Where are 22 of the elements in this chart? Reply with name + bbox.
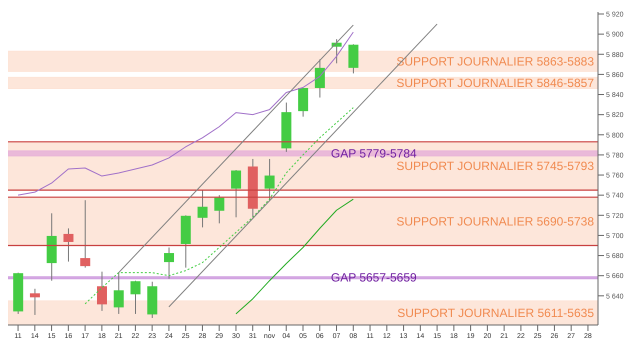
candlestick bbox=[80, 200, 90, 268]
candlestick bbox=[298, 88, 308, 118]
candlestick bbox=[231, 170, 242, 218]
candlestick bbox=[30, 288, 40, 316]
band-label: GAP 5779-5784 bbox=[330, 146, 418, 160]
candlestick bbox=[96, 271, 107, 312]
band-label: GAP 5657-5659 bbox=[330, 270, 418, 285]
band-label: SUPPORT JOURNALIER 5846-5857 bbox=[396, 76, 594, 90]
candlestick bbox=[164, 247, 174, 280]
candlestick bbox=[348, 44, 358, 74]
band-label: SUPPORT JOURNALIER 5690-5738 bbox=[396, 214, 594, 228]
band-label: SUPPORT JOURNALIER 5745-5793 bbox=[396, 158, 594, 173]
band-label: SUPPORT JOURNALIER 5611-5635 bbox=[397, 306, 594, 320]
candlestick bbox=[214, 194, 224, 224]
candlestick bbox=[264, 158, 275, 201]
candlestick bbox=[314, 58, 325, 98]
candlestick bbox=[63, 228, 74, 262]
line-series bbox=[18, 32, 354, 196]
line-series bbox=[235, 198, 354, 314]
line-series bbox=[84, 107, 354, 304]
candlestick bbox=[198, 190, 208, 228]
candlestick bbox=[130, 280, 141, 314]
